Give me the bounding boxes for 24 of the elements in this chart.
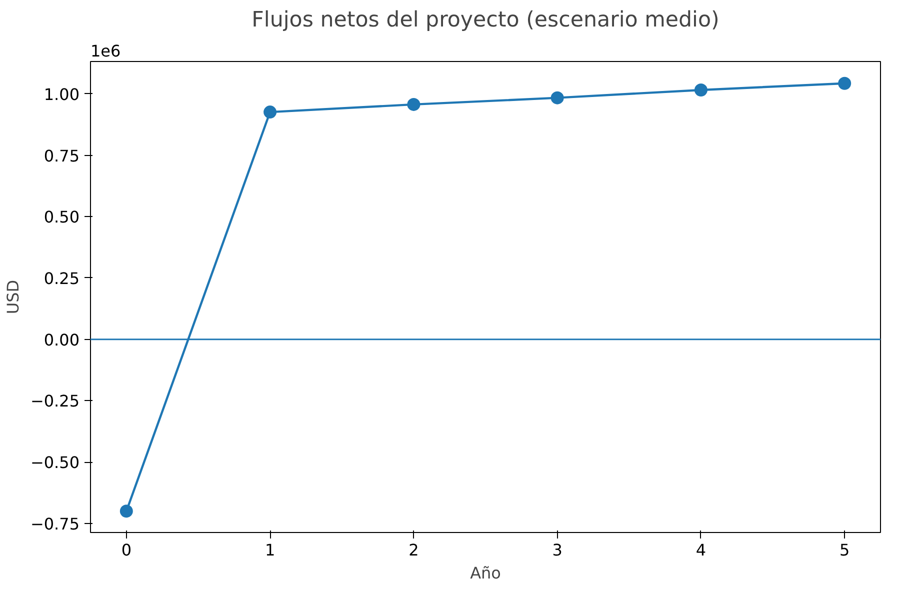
y-tick-label: −0.50 <box>30 453 80 472</box>
point <box>694 83 708 96</box>
y-tick-label: 0.00 <box>44 330 80 350</box>
x-tick-label: 2 <box>408 540 419 560</box>
y-tick-label: −0.25 <box>30 392 80 411</box>
point <box>120 504 133 518</box>
y-axis-title: USD <box>3 280 22 314</box>
y-tick-label: 0.50 <box>44 208 80 227</box>
x-axis-title: Año <box>470 564 501 582</box>
x-tick-label: 4 <box>696 540 706 560</box>
y-tick-label: 1.00 <box>44 84 80 104</box>
point <box>264 106 277 119</box>
point <box>838 76 852 90</box>
x-tick-label: 3 <box>552 540 562 560</box>
x-tick-label: 1 <box>264 540 276 560</box>
chart-title: Flujos netos del proyecto (escenario medio) <box>252 8 720 32</box>
y-tick-label: −0.75 <box>30 514 80 534</box>
y-tick-label: 0.25 <box>44 268 80 288</box>
y-tick-label: 0.75 <box>44 146 80 166</box>
point <box>407 98 420 111</box>
x-tick-label: 5 <box>840 540 850 560</box>
text: 1e6 <box>90 42 121 60</box>
point <box>550 91 564 104</box>
x-tick-label: 0 <box>121 540 132 560</box>
